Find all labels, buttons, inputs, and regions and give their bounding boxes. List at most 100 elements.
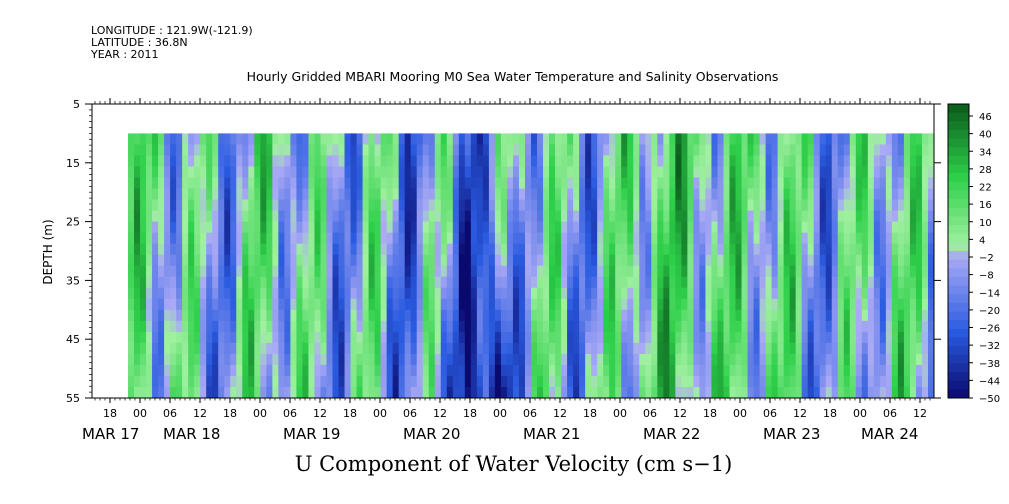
heatmap-cell xyxy=(422,188,430,201)
heatmap-cell xyxy=(254,210,261,223)
heatmap-cell xyxy=(717,320,725,333)
heatmap-cell xyxy=(464,254,472,267)
heatmap-cell xyxy=(783,221,791,234)
heatmap-cell xyxy=(861,309,869,322)
heatmap-cell xyxy=(266,320,273,333)
heatmap-cell xyxy=(506,199,514,212)
heatmap-cell xyxy=(518,309,526,322)
heatmap-cell xyxy=(344,166,352,179)
heatmap-cell xyxy=(639,287,646,300)
heatmap-cell xyxy=(134,287,141,300)
heatmap-cell xyxy=(206,342,213,355)
heatmap-cell xyxy=(669,155,676,168)
heatmap-cell xyxy=(242,210,249,223)
heatmap-cell xyxy=(927,364,934,377)
heatmap-cell xyxy=(591,166,598,179)
heatmap-cell xyxy=(518,232,526,245)
heatmap-cell xyxy=(813,133,821,146)
heatmap-cell xyxy=(224,320,231,333)
heatmap-cell xyxy=(476,320,484,333)
heatmap-cell xyxy=(801,331,809,344)
heatmap-cell xyxy=(603,375,610,388)
heatmap-cell xyxy=(651,210,658,223)
heatmap-cell xyxy=(434,342,442,355)
heatmap-cell xyxy=(705,353,713,366)
heatmap-cell xyxy=(206,320,213,333)
heatmap-cell xyxy=(392,353,400,366)
heatmap-cell xyxy=(603,353,610,366)
heatmap-cell xyxy=(188,188,195,201)
heatmap-cell xyxy=(621,243,628,256)
heatmap-cell xyxy=(603,265,610,278)
heatmap-cell xyxy=(603,254,610,267)
heatmap-cell xyxy=(320,199,328,212)
heatmap-cell xyxy=(609,188,616,201)
heatmap-cell xyxy=(254,265,261,278)
heatmap-cell xyxy=(500,177,508,190)
heatmap-cell xyxy=(627,364,634,377)
heatmap-cell xyxy=(843,166,851,179)
heatmap-cell xyxy=(825,298,833,311)
heatmap-cell xyxy=(699,375,707,388)
heatmap-cell xyxy=(488,166,496,179)
heatmap-cell xyxy=(567,155,574,168)
heatmap-cell xyxy=(176,375,183,388)
heatmap-cell xyxy=(615,133,622,146)
heatmap-cell xyxy=(789,232,797,245)
heatmap-cell xyxy=(146,199,153,212)
heatmap-cell xyxy=(705,133,713,146)
heatmap-cell xyxy=(410,320,418,333)
heatmap-cell xyxy=(777,364,785,377)
heatmap-cell xyxy=(140,155,147,168)
heatmap-cell xyxy=(651,353,658,366)
heatmap-cell xyxy=(561,353,568,366)
heatmap-cell xyxy=(783,265,791,278)
heatmap-cell xyxy=(206,287,213,300)
heatmap-cell xyxy=(200,320,207,333)
heatmap-cell xyxy=(573,232,580,245)
heatmap-cell xyxy=(362,386,370,398)
heatmap-cell xyxy=(861,265,869,278)
heatmap-cell xyxy=(729,342,737,355)
heatmap-cell xyxy=(344,243,352,256)
heatmap-cell xyxy=(326,232,334,245)
heatmap-cell xyxy=(867,254,875,267)
y-tick-label: 25 xyxy=(66,216,80,229)
heatmap-cell xyxy=(915,309,923,322)
heatmap-cell xyxy=(831,221,839,234)
heatmap-cell xyxy=(224,199,231,212)
heatmap-cell xyxy=(849,331,857,344)
heatmap-cell xyxy=(783,287,791,300)
heatmap-cell xyxy=(272,309,279,322)
heatmap-cell xyxy=(404,144,412,157)
heatmap-cell xyxy=(308,353,316,366)
heatmap-cell xyxy=(368,287,376,300)
heatmap-cell xyxy=(537,265,544,278)
heatmap-cell xyxy=(681,210,688,223)
heatmap-cell xyxy=(741,353,749,366)
heatmap-cell xyxy=(759,177,767,190)
heatmap-cell xyxy=(807,298,815,311)
heatmap-cell xyxy=(518,155,526,168)
x-date-label: MAR 22 xyxy=(643,425,700,443)
heatmap-cell xyxy=(470,320,478,333)
heatmap-cell xyxy=(903,375,911,388)
heatmap-cell xyxy=(705,342,713,355)
heatmap-cell xyxy=(681,331,688,344)
heatmap-cell xyxy=(903,364,911,377)
heatmap-cell xyxy=(176,232,183,245)
heatmap-cell xyxy=(639,155,646,168)
heatmap-cell xyxy=(356,298,364,311)
heatmap-cell xyxy=(284,221,291,234)
heatmap-cell xyxy=(549,166,556,179)
heatmap-cell xyxy=(789,144,797,157)
heatmap-cell xyxy=(140,133,147,146)
heatmap-cell xyxy=(759,309,767,322)
heatmap-cell xyxy=(518,177,526,190)
heatmap-cell xyxy=(555,342,562,355)
heatmap-cell xyxy=(579,364,586,377)
heatmap-cell xyxy=(302,320,310,333)
heatmap-cell xyxy=(687,177,694,190)
heatmap-cell xyxy=(903,254,911,267)
heatmap-cell xyxy=(759,298,767,311)
